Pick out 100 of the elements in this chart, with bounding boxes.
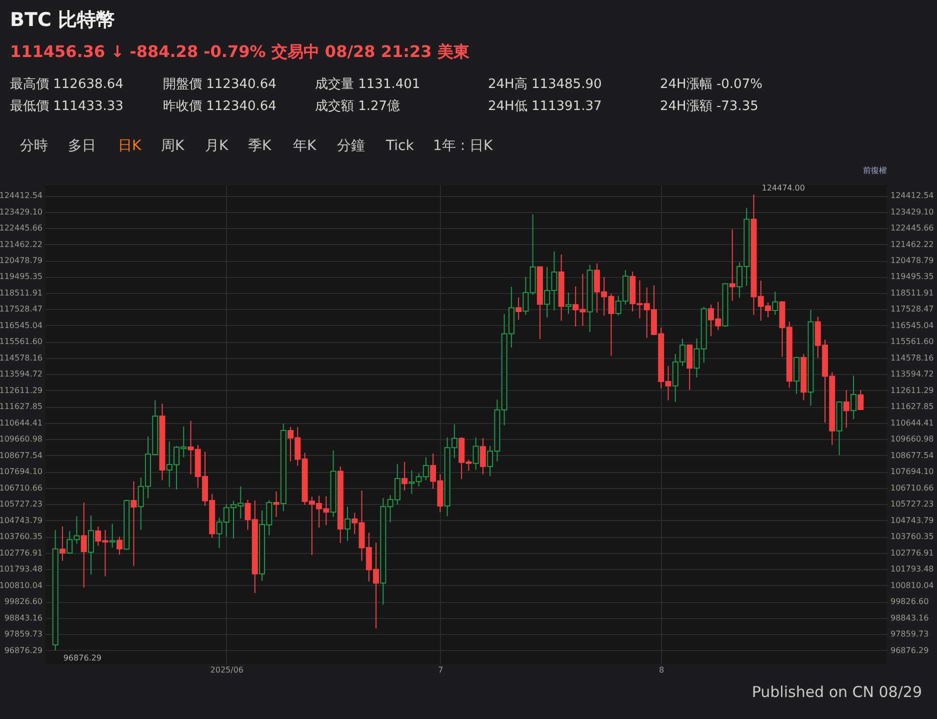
candlestick — [273, 491, 280, 518]
y2-tick-label: 112611.29 — [890, 386, 934, 395]
text: 開盤價 112340.64 — [163, 77, 276, 92]
y2-tick-label: 115561.60 — [890, 337, 934, 346]
text: 24H漲幅 -0.07% — [660, 77, 762, 92]
text: 周K — [161, 138, 185, 154]
y-tick-label: 99826.60 — [4, 597, 42, 606]
text: 分時 — [20, 138, 48, 154]
y-tick-label: 121462.22 — [0, 240, 42, 249]
candlestick — [472, 436, 479, 470]
candlestick — [59, 526, 66, 562]
y-tick-label: 119495.35 — [0, 272, 42, 282]
y-tick-label: 101793.48 — [0, 564, 42, 574]
y-tick-label: 112611.29 — [0, 386, 42, 395]
text: 多日 — [68, 138, 96, 154]
candlestick — [686, 344, 693, 391]
y2-tick-label: 108677.54 — [890, 450, 934, 460]
y2-tick-label: 100810.04 — [890, 580, 934, 590]
candlestick — [729, 228, 736, 302]
y2-tick-label: 96876.29 — [890, 646, 929, 655]
text: 昨收價 112340.64 — [163, 99, 276, 114]
y-tick-label: 98843.16 — [4, 613, 42, 622]
candlestick — [772, 291, 778, 316]
text: 分鐘 — [337, 138, 365, 154]
chart-title: BTC 比特幣 — [10, 9, 116, 31]
chart-subtitle: 111456.36 ↓ -884.28 -0.79% 交易中 08/28 21:23 美東 — [10, 42, 470, 61]
y2-tick-label: 107694.10 — [890, 467, 934, 476]
annotation: 96876.29 — [63, 653, 102, 662]
text: 成交額 1.27億 — [315, 98, 400, 114]
y2-tick-label: 120478.79 — [890, 256, 934, 266]
text: 24H低 111391.37 — [488, 99, 602, 114]
text: 前復權 — [863, 166, 887, 175]
y2-tick-label: 123429.10 — [890, 207, 934, 216]
candlestick — [858, 390, 864, 410]
candlestick — [793, 356, 800, 394]
y-tick-label: 114578.16 — [0, 353, 42, 362]
text: 最低價 111433.33 — [10, 99, 124, 114]
y-tick-label: 116545.04 — [0, 320, 42, 330]
candlestick — [88, 515, 94, 576]
x-tick-label: 8 — [659, 666, 664, 674]
x-tick-label: 2025/06 — [210, 666, 244, 674]
candlestick — [130, 480, 137, 566]
y-tick-label: 105727.23 — [0, 500, 42, 509]
y-tick-label: 107694.10 — [0, 467, 42, 476]
y2-tick-label: 110644.41 — [890, 418, 934, 428]
y-tick-label: 106710.66 — [0, 483, 42, 492]
y2-tick-label: 117528.47 — [890, 304, 934, 314]
text: 1年 : 日K — [433, 138, 494, 154]
candlestick — [402, 462, 408, 492]
y2-tick-label: 119495.35 — [890, 272, 934, 282]
y2-tick-label: 109660.98 — [890, 434, 934, 444]
y2-tick-label: 111627.85 — [890, 402, 934, 412]
candlestick — [843, 390, 850, 428]
text: 季K — [248, 138, 272, 154]
y2-tick-label: 99826.60 — [890, 597, 929, 606]
y2-tick-label: 103760.35 — [890, 532, 934, 542]
y2-tick-label: 121462.22 — [890, 240, 934, 249]
candlestick — [109, 523, 116, 548]
y2-tick-label: 118511.91 — [890, 288, 934, 298]
y-tick-label: 104743.79 — [0, 516, 42, 525]
y2-tick-label: 98843.16 — [890, 613, 929, 622]
y-tick-label: 120478.79 — [0, 256, 42, 266]
y-tick-label: 123429.10 — [0, 207, 42, 216]
y2-tick-label: 104743.79 — [890, 516, 934, 525]
y2-tick-label: 101793.48 — [890, 564, 934, 574]
y2-tick-label: 124412.54 — [890, 191, 934, 200]
y-tick-label: 102776.91 — [0, 548, 42, 558]
y2-tick-label: 114578.16 — [890, 353, 934, 362]
y-tick-label: 103760.35 — [0, 532, 42, 542]
text: 24H漲額 -73.35 — [660, 99, 758, 114]
y2-tick-label: 105727.23 — [890, 500, 934, 509]
text: 月K — [205, 138, 229, 154]
y2-tick-label: 102776.91 — [890, 548, 934, 558]
candlestick — [344, 506, 351, 542]
text: 最高價 112638.64 — [10, 76, 124, 92]
y2-tick-label: 122445.66 — [890, 224, 934, 233]
y2-tick-label: 113594.72 — [890, 370, 934, 379]
y-tick-label: 97859.73 — [4, 630, 42, 639]
candlestick — [116, 536, 122, 556]
y-tick-label: 122445.66 — [0, 224, 42, 233]
candlestick — [480, 438, 486, 475]
candlestick — [516, 296, 522, 320]
x-tick-label: 7 — [438, 666, 444, 674]
y-tick-label: 111627.85 — [0, 402, 42, 412]
y-tick-label: 118511.91 — [0, 288, 42, 298]
y-tick-label: 100810.04 — [0, 580, 42, 590]
y-tick-label: 110644.41 — [0, 418, 42, 428]
text: 年K — [293, 138, 317, 154]
candlestick — [80, 502, 87, 588]
y-tick-label: 109660.98 — [0, 434, 42, 444]
y-tick-label: 113594.72 — [0, 370, 42, 379]
text: 24H高 113485.90 — [488, 76, 602, 92]
text: Published on CN 08/29 — [752, 683, 922, 701]
candlestick — [565, 292, 572, 314]
text: 日K — [118, 138, 142, 154]
y-tick-label: 108677.54 — [0, 450, 42, 460]
text: Tick — [385, 138, 415, 154]
annotation: 124474.00 — [762, 184, 805, 193]
y2-tick-label: 116545.04 — [890, 320, 934, 330]
y-tick-label: 117528.47 — [0, 304, 42, 314]
